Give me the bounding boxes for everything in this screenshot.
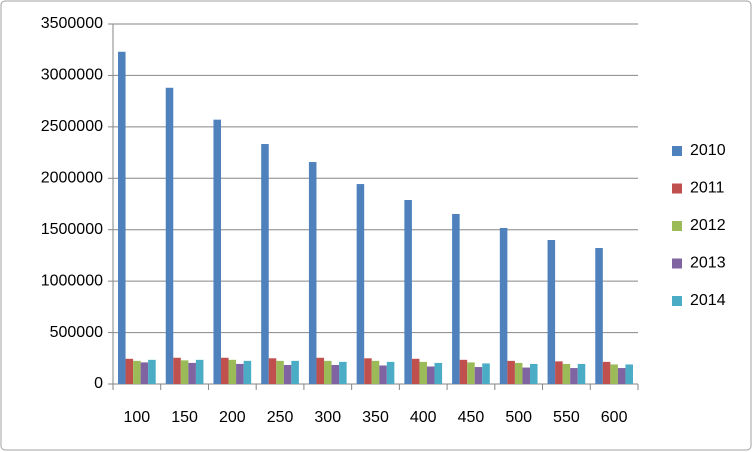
bar <box>268 358 277 384</box>
bar <box>625 364 633 384</box>
bar <box>522 367 530 384</box>
legend-label: 2011 <box>690 180 725 197</box>
y-tick-label: 3000000 <box>41 67 103 84</box>
bar <box>452 213 460 384</box>
bar <box>276 360 284 384</box>
bar <box>180 360 189 384</box>
y-tick-label: 0 <box>94 375 103 392</box>
bar <box>125 358 134 384</box>
x-tick-label: 450 <box>458 409 485 426</box>
bar <box>467 362 475 384</box>
x-tick-label: 350 <box>362 409 389 426</box>
bar <box>411 358 420 384</box>
legend-label: 2010 <box>690 142 726 159</box>
legend-swatch <box>672 296 682 306</box>
bar <box>379 365 387 384</box>
y-tick-label: 2500000 <box>41 118 103 135</box>
x-tick-label: 550 <box>553 409 580 426</box>
legend-label: 2013 <box>690 255 726 272</box>
x-tick-label: 100 <box>124 409 151 426</box>
bar <box>291 360 299 384</box>
bar <box>243 360 252 384</box>
bar <box>617 368 626 384</box>
bar <box>195 359 204 384</box>
x-tick-label: 600 <box>601 409 628 426</box>
bar <box>221 357 229 384</box>
y-tick-label: 500000 <box>50 324 103 341</box>
bar <box>577 363 586 384</box>
bar <box>339 361 347 384</box>
x-tick-label: 300 <box>314 409 341 426</box>
bar <box>261 144 269 384</box>
bar <box>371 360 380 384</box>
bar <box>324 360 332 384</box>
legend-swatch <box>672 258 682 269</box>
y-tick-label: 3500000 <box>41 15 103 32</box>
bar <box>507 360 515 384</box>
bar <box>514 362 523 384</box>
x-tick-label: 200 <box>219 409 246 426</box>
bar <box>148 359 156 384</box>
bar <box>555 361 563 384</box>
bar <box>228 359 237 384</box>
bar <box>188 362 196 384</box>
x-tick-label: 500 <box>505 409 532 426</box>
bar <box>404 199 412 384</box>
legend-swatch <box>672 146 682 156</box>
x-tick-label: 250 <box>267 409 294 426</box>
legend-label: 2012 <box>690 217 726 234</box>
legend-swatch <box>672 183 682 194</box>
bar <box>419 361 427 384</box>
y-tick-label: 2000000 <box>41 170 103 187</box>
bar <box>595 248 603 384</box>
bar <box>165 87 174 385</box>
legend-swatch <box>672 221 682 231</box>
legend-label: 2014 <box>690 292 726 309</box>
bar <box>356 184 365 384</box>
bar <box>610 364 618 384</box>
bar <box>213 119 222 385</box>
bar <box>236 363 244 384</box>
bar <box>140 362 149 384</box>
bar <box>434 362 443 384</box>
bar <box>562 363 571 384</box>
bar <box>331 364 340 384</box>
y-tick-label: 1500000 <box>41 221 103 238</box>
bar <box>308 162 317 384</box>
bar <box>474 367 483 384</box>
x-tick-label: 150 <box>171 409 198 426</box>
bar <box>529 363 538 384</box>
bar <box>426 366 435 384</box>
bar <box>316 357 325 384</box>
bar <box>364 358 372 384</box>
bar <box>482 363 490 384</box>
bar <box>133 360 141 384</box>
bar <box>499 227 508 384</box>
x-tick-label: 400 <box>410 409 437 426</box>
bar <box>459 359 468 384</box>
bar <box>118 51 126 385</box>
bar <box>602 361 611 384</box>
bar <box>547 240 556 384</box>
bar <box>173 357 181 384</box>
y-tick-label: 1000000 <box>41 272 103 289</box>
bar <box>570 368 578 384</box>
bar <box>283 364 292 384</box>
bar <box>386 361 395 384</box>
